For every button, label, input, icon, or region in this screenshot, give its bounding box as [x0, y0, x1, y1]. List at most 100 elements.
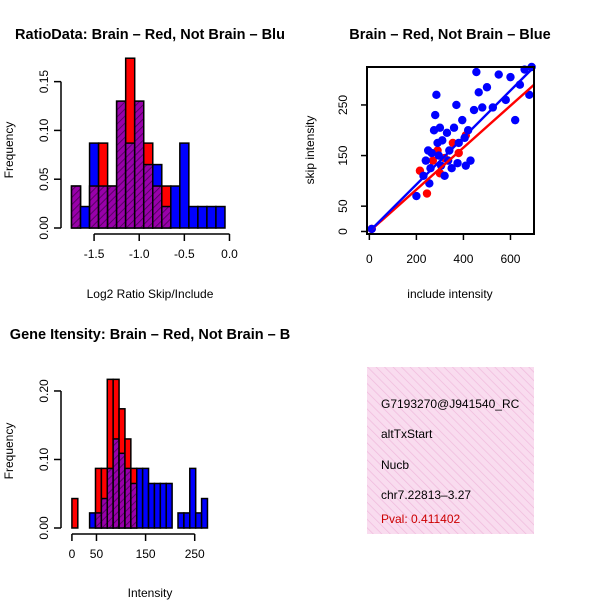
- not-brain-point: [427, 148, 436, 158]
- not-brain-point: [438, 136, 447, 145]
- x-tick-label: 150: [136, 547, 156, 561]
- y-tick-label: 0.15: [37, 70, 51, 94]
- location-label: chr7.22813–3.27: [381, 488, 471, 502]
- y-axis-label: skip intensity: [303, 116, 317, 185]
- not-brain-point: [458, 115, 467, 125]
- not-brain-point: [494, 70, 503, 79]
- not-brain-point: [452, 100, 461, 110]
- histogram-bar: [177, 512, 185, 529]
- y-axis-label: Frequency: [2, 122, 16, 179]
- overlap-bar: [124, 142, 136, 229]
- overlap-bar: [161, 205, 172, 229]
- x-tick-label: 400: [453, 252, 473, 266]
- histogram-bar: [165, 482, 173, 529]
- not-brain-point: [510, 115, 520, 125]
- histogram-bar: [194, 512, 203, 529]
- chart-title: Brain – Red, Not Brain – Blue: [349, 27, 550, 43]
- not-brain-point: [453, 158, 462, 168]
- histogram-bar: [153, 482, 162, 529]
- info-panel: G7193270@J941540_RC altTxStart Nucb chr7…: [367, 367, 534, 534]
- axes: -1.5 -1.0 -0.5 0.0 0.00 0.05 0.10 0.15: [37, 70, 238, 261]
- x-tick-label: -1.0: [129, 247, 150, 261]
- overlap-bar: [70, 185, 82, 229]
- not-brain-point: [447, 164, 456, 173]
- gene-name-label: Nucb: [381, 458, 409, 472]
- x-tick-label: 0.0: [221, 247, 238, 261]
- overlap-bar: [106, 467, 114, 529]
- histogram-bar: [141, 467, 150, 529]
- not-brain-point: [442, 128, 452, 137]
- overlap-bar: [133, 100, 145, 229]
- not-brain-point: [432, 90, 441, 100]
- y-axis-label: Frequency: [2, 423, 16, 480]
- y-tick-label: 0.20: [37, 379, 51, 403]
- x-tick-label: 0: [366, 252, 373, 266]
- histogram-bar: [79, 205, 91, 229]
- not-brain-point: [478, 103, 487, 112]
- x-axis-label: Intensity: [128, 586, 173, 600]
- not-brain-point: [421, 156, 431, 165]
- x-axis-label: include intensity: [407, 287, 492, 301]
- not-brain-point: [434, 151, 443, 160]
- y-tick-label: 0.10: [37, 447, 51, 471]
- not-brain-point: [474, 88, 483, 97]
- overlap-bar: [118, 452, 126, 529]
- axes: 0 200 400 600 0 50 150 250: [336, 66, 535, 266]
- info-background: [367, 367, 534, 534]
- overlap-bar: [112, 438, 120, 529]
- overlap-bar: [94, 512, 103, 529]
- histogram-bar: [197, 205, 208, 229]
- x-tick-label: 0: [69, 547, 76, 561]
- x-tick-label: 200: [406, 252, 426, 266]
- overlap-bar: [152, 185, 163, 229]
- not-brain-point: [431, 110, 440, 120]
- y-tick-label: 0.00: [37, 216, 51, 240]
- x-tick-label: 50: [90, 547, 104, 561]
- chart-title: RatioData: Brain – Red, Not Brain – Blu: [15, 27, 285, 43]
- overlap-bar: [115, 100, 127, 229]
- y-tick-label: 50: [336, 199, 350, 213]
- y-tick-label: 150: [336, 145, 350, 165]
- pval-label: Pval: 0.411402: [381, 512, 460, 526]
- histogram-bar: [179, 142, 190, 229]
- event-type-label: altTxStart: [381, 427, 433, 441]
- x-tick-label: 600: [500, 252, 520, 266]
- ratio-histogram-panel: RatioData: Brain – Red, Not Brain – Blu …: [2, 27, 285, 301]
- not-brain-point: [482, 83, 492, 92]
- x-axis-label: Log2 Ratio Skip/Include: [87, 287, 214, 301]
- overlap-bar: [100, 497, 109, 529]
- not-brain-point: [426, 164, 435, 173]
- brain-point: [428, 156, 438, 165]
- brain-point: [422, 189, 432, 198]
- scatter-points: [367, 62, 536, 234]
- histogram-bar: [170, 185, 181, 229]
- histogram-bar: [71, 497, 79, 529]
- intensity-scatter-panel: Brain – Red, Not Brain – Blue 0 200 400 600…: [303, 27, 551, 301]
- histogram-bars: [70, 57, 226, 229]
- histogram-bar: [188, 205, 199, 229]
- histogram-bar: [88, 512, 97, 529]
- overlap-bar: [130, 482, 138, 529]
- x-tick-label: 250: [185, 547, 205, 561]
- chart-title: Gene Itensity: Brain – Red, Not Brain – …: [10, 327, 290, 343]
- histogram-bar: [215, 205, 226, 229]
- histogram-bar: [135, 467, 144, 529]
- not-brain-point: [435, 123, 445, 132]
- overlap-bar: [142, 163, 154, 229]
- histogram-bar: [147, 482, 156, 529]
- axes: 0 50 150 250 0.00 0.10 0.20: [37, 379, 205, 561]
- y-tick-label: 0.05: [37, 167, 51, 191]
- overlap-bar: [106, 185, 118, 229]
- brain-fit-line: [368, 83, 535, 233]
- histogram-bar: [200, 497, 209, 529]
- overlap-bar: [88, 185, 100, 229]
- histogram-bar: [189, 467, 197, 529]
- y-tick-label: 0: [336, 228, 350, 235]
- not-brain-point: [506, 72, 515, 82]
- not-brain-point: [449, 123, 459, 132]
- histogram-bar: [183, 512, 191, 529]
- not-brain-point: [440, 171, 449, 181]
- x-tick-label: -0.5: [174, 247, 195, 261]
- histogram-bar: [159, 482, 167, 529]
